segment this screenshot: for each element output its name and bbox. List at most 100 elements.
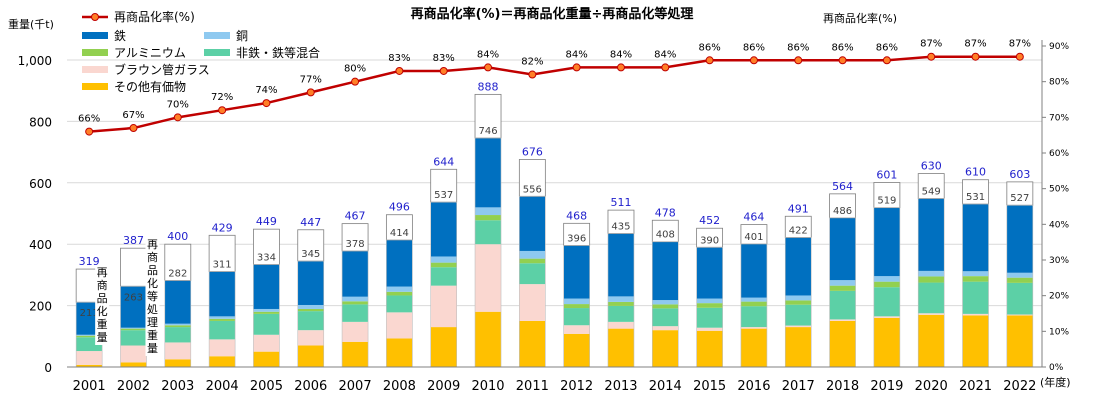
bar-segment-4 <box>1006 272 1033 278</box>
bar-segment-2 <box>696 307 723 328</box>
legend-label: 銅 <box>236 29 248 43</box>
legend-swatch <box>82 49 108 56</box>
bar-segment-3 <box>76 335 103 338</box>
processed-weight-label: 400 <box>167 230 188 243</box>
bar-segment-1 <box>873 316 900 318</box>
rate-point <box>749 56 758 65</box>
bar-segment-2 <box>563 308 590 326</box>
rate-label: 67% <box>122 110 144 121</box>
bar-segment-5 <box>829 217 856 281</box>
bar-segment-2 <box>519 263 546 285</box>
rate-point <box>616 63 625 72</box>
rate-label: 70% <box>167 99 189 110</box>
rate-label: 86% <box>787 42 809 53</box>
processed-weight-label: 644 <box>433 155 454 168</box>
bar-segment-0 <box>873 317 900 367</box>
bar-segment-3 <box>652 304 679 309</box>
bar-segment-1 <box>342 321 369 342</box>
bar-segment-1 <box>696 327 723 331</box>
recycled-weight-label: 263 <box>124 292 143 303</box>
y-tick-label: 0 <box>44 361 52 375</box>
processed-box <box>297 229 325 262</box>
processed-weight-label: 630 <box>921 160 942 173</box>
rate-label: 87% <box>964 39 986 50</box>
bar-segment-5 <box>740 243 767 298</box>
annotation-bg <box>95 265 110 345</box>
bar-segment-0 <box>120 362 147 367</box>
bar-segment-5 <box>253 264 280 309</box>
bar-segment-4 <box>696 298 723 304</box>
rate-point <box>838 56 847 65</box>
recycled-weight-label: 531 <box>966 192 985 203</box>
processed-box <box>385 214 413 241</box>
processed-weight-label: 319 <box>79 255 100 268</box>
bar-segment-3 <box>475 215 502 221</box>
y-tick-label: 600 <box>29 177 52 191</box>
processed-weight-label: 511 <box>610 196 631 209</box>
bar-segment-2 <box>253 313 280 335</box>
recycled-weight-label: 435 <box>611 221 630 232</box>
rate-point <box>173 113 182 122</box>
bar-segment-5 <box>164 280 191 324</box>
bar-segment-1 <box>829 319 856 321</box>
bar-segment-5 <box>475 137 502 208</box>
processed-weight-label: 429 <box>212 221 233 234</box>
bar-segment-4 <box>475 207 502 216</box>
x-tick-label: 2007 <box>339 379 372 394</box>
x-tick-label: 2009 <box>427 379 460 394</box>
rate-label: 86% <box>831 42 853 53</box>
bar-segment-5 <box>563 245 590 299</box>
processed-box <box>208 234 236 272</box>
bar-segment-1 <box>563 325 590 334</box>
bar-segment-3 <box>918 276 945 283</box>
y2-tick-label: 40% <box>1049 220 1069 230</box>
legend-swatch <box>82 83 108 90</box>
x-tick-label: 2014 <box>649 379 682 394</box>
rate-line: 66% 67% 70% 72% 74% 77% 80% 83% 83% 84% 82% 84% 84% 8… <box>78 39 1031 136</box>
rate-point <box>395 66 404 75</box>
bar-segment-0 <box>785 327 812 367</box>
bar-segment-2 <box>607 305 634 322</box>
processed-box <box>164 243 192 281</box>
chart-title: 再商品化率(%)＝再商品化重量÷再商品化等処理 <box>411 6 694 22</box>
legend-swatch <box>82 66 108 73</box>
processed-weight-label: 610 <box>965 166 986 179</box>
bar-segment-1 <box>253 334 280 352</box>
rate-label: 84% <box>566 49 588 60</box>
bar-labels: 211 319 263 387 282 400 311 429 334 449 345 447 378 4… <box>79 80 1031 319</box>
x-tick-label: 2005 <box>250 379 283 394</box>
x-tick-label: 2013 <box>604 379 637 394</box>
processed-box <box>873 182 901 209</box>
bar-segment-1 <box>120 345 147 363</box>
legend-label: ブラウン管ガラス <box>114 62 210 77</box>
bar-segment-1 <box>652 326 679 331</box>
bar-segment-5 <box>918 198 945 271</box>
bar-segment-0 <box>475 311 502 367</box>
recycled-weight-label: 422 <box>789 225 808 236</box>
x-tick-label: 2001 <box>73 379 106 394</box>
bar-segment-5 <box>962 203 989 272</box>
annotations: 再商品化重量 再商品化等処理重量 <box>95 238 160 356</box>
recycled-weight-label: 746 <box>478 126 497 137</box>
rate-point <box>484 63 493 72</box>
bar-segment-0 <box>430 327 457 367</box>
bar-segment-2 <box>1006 282 1033 315</box>
bar-segment-2 <box>785 304 812 326</box>
processed-weight-label: 449 <box>256 215 277 228</box>
y-tick-label: 200 <box>29 300 52 314</box>
x-tick-label: 2002 <box>117 379 150 394</box>
processed-weight-label: 468 <box>566 209 587 222</box>
rate-label: 87% <box>920 39 942 50</box>
x-tick-label: 2011 <box>516 379 549 394</box>
legend-label: 鉄 <box>114 28 126 43</box>
legend-rate-marker <box>91 13 99 21</box>
bar-segment-4 <box>253 308 280 312</box>
bar-segment-1 <box>962 313 989 316</box>
processed-weight-label: 387 <box>123 234 144 247</box>
recycled-weight-label: 378 <box>346 239 365 250</box>
x-tick-label: 2021 <box>959 379 992 394</box>
bar-segment-1 <box>164 342 191 360</box>
bar-segment-3 <box>785 300 812 305</box>
